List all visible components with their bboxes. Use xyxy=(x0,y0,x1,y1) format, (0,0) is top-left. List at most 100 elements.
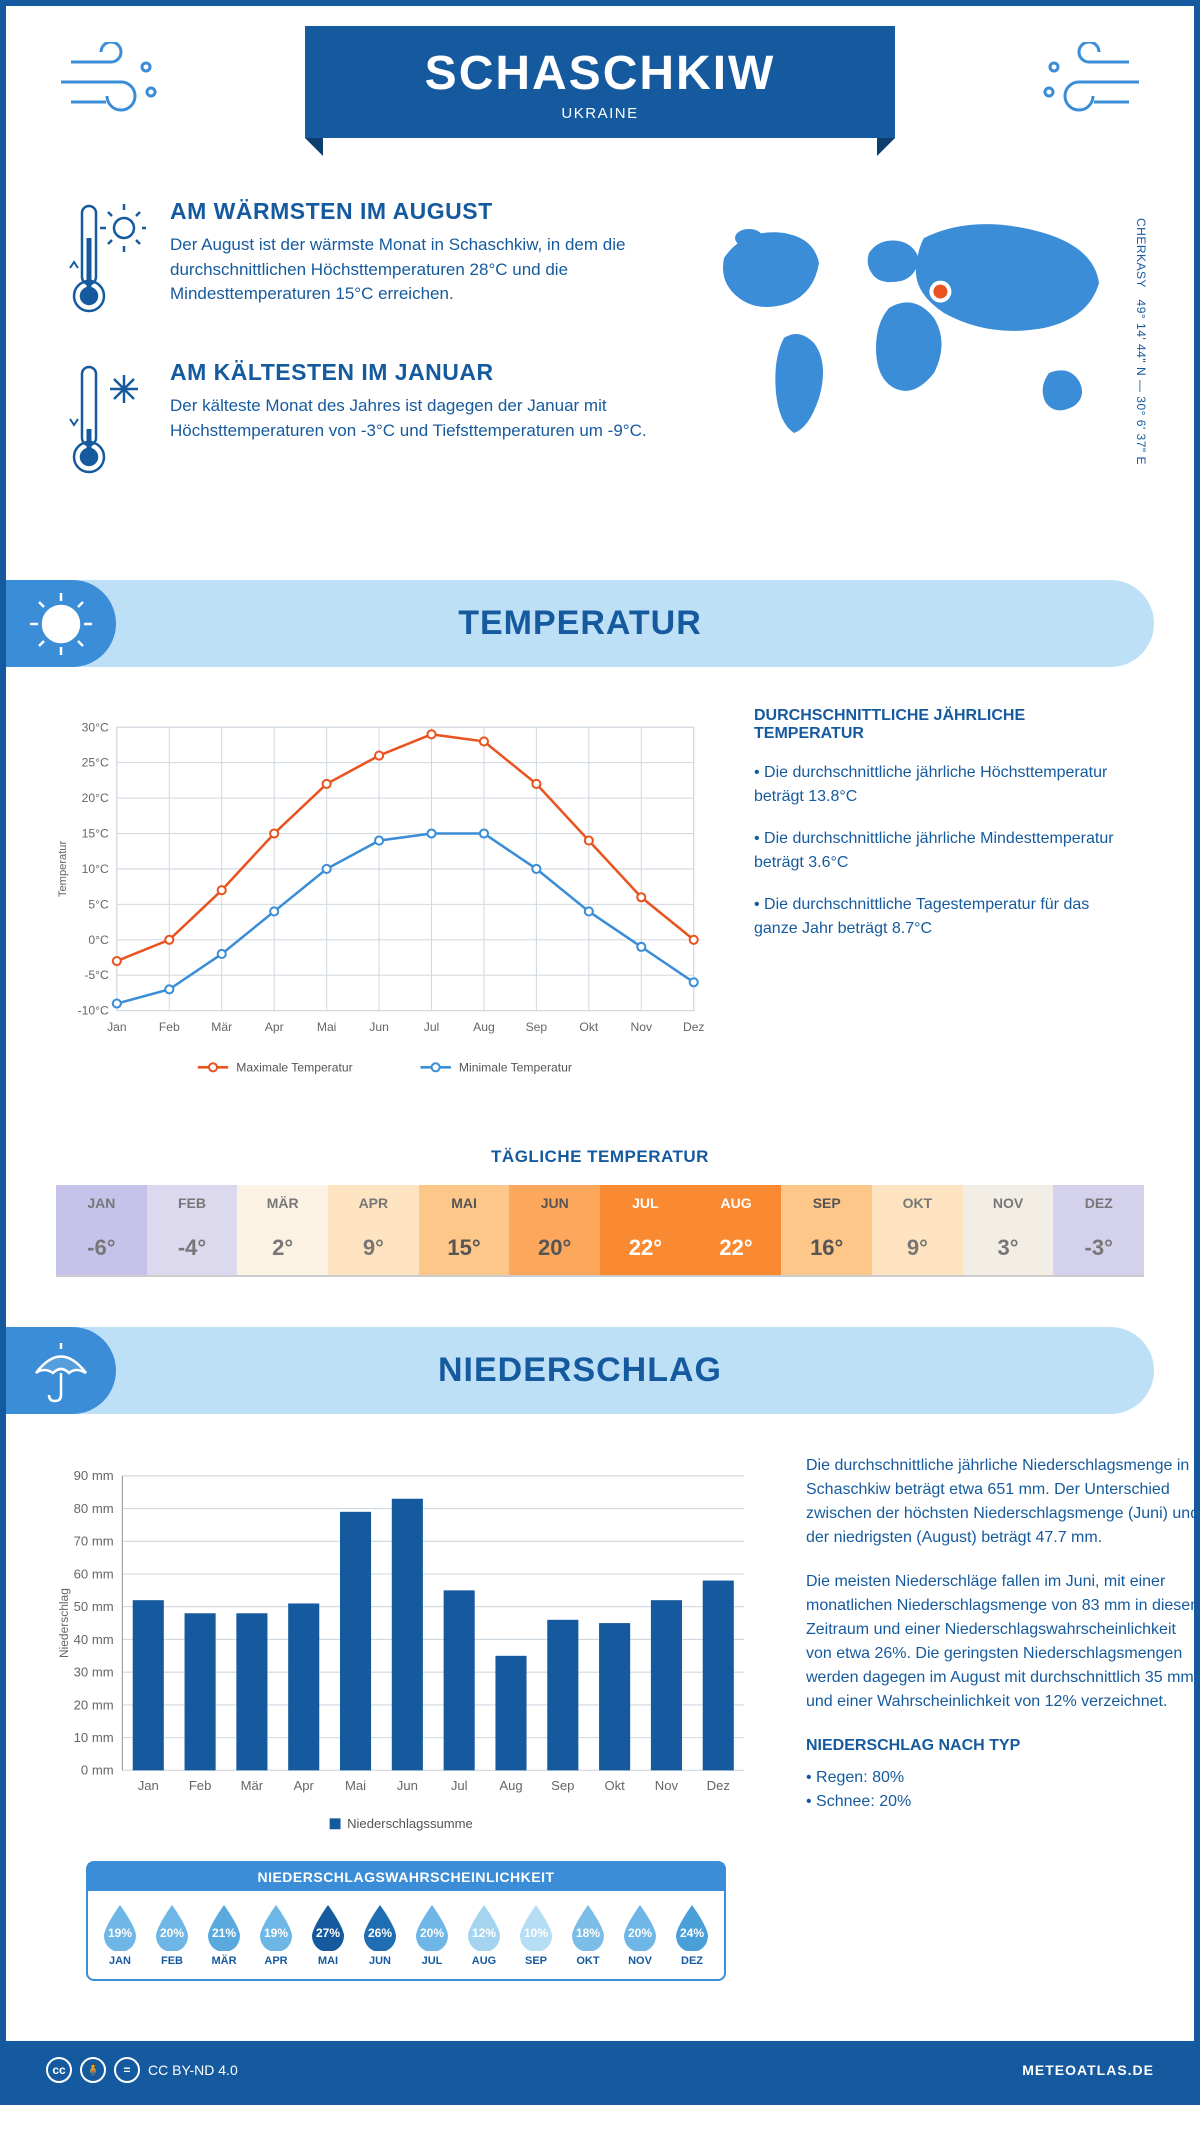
precipitation-probability-box: NIEDERSCHLAGSWAHRSCHEINLICHKEIT 19% JAN … xyxy=(86,1861,726,1981)
daily-temp-cell: APR9° xyxy=(328,1185,419,1275)
location-marker xyxy=(929,281,951,303)
temp-stats-heading: DURCHSCHNITTLICHE JÄHRLICHE TEMPERATUR xyxy=(754,707,1134,743)
svg-text:Sep: Sep xyxy=(526,1020,548,1034)
svg-text:Maximale Temperatur: Maximale Temperatur xyxy=(236,1060,352,1074)
precipitation-title: NIEDERSCHLAG xyxy=(46,1351,1114,1390)
svg-text:Jan: Jan xyxy=(138,1778,159,1793)
svg-text:-5°C: -5°C xyxy=(84,968,109,982)
warmest-summary: AM WÄRMSTEN IM AUGUST Der August ist der… xyxy=(66,198,654,323)
svg-text:Feb: Feb xyxy=(189,1778,212,1793)
daily-temp-cell: JUL22° xyxy=(600,1185,691,1275)
country-name: UKRAINE xyxy=(425,105,776,122)
svg-text:0 mm: 0 mm xyxy=(81,1762,114,1777)
svg-text:Mär: Mär xyxy=(241,1778,264,1793)
svg-text:Okt: Okt xyxy=(579,1020,598,1034)
thermometer-snow-icon xyxy=(66,359,146,484)
wind-icon-right xyxy=(1034,42,1144,127)
daily-temperature-table: JAN-6°FEB-4°MÄR2°APR9°MAI15°JUN20°JUL22°… xyxy=(56,1185,1144,1277)
precip-type-snow: • Schnee: 20% xyxy=(806,1790,1200,1814)
daily-temp-title: TÄGLICHE TEMPERATUR xyxy=(6,1147,1194,1167)
temp-stat-item: • Die durchschnittliche Tagestemperatur … xyxy=(754,893,1134,941)
probability-cell: 19% JAN xyxy=(94,1903,146,1967)
svg-text:Jul: Jul xyxy=(451,1778,468,1793)
svg-text:Temperatur: Temperatur xyxy=(57,841,69,898)
daily-temp-cell: MÄR2° xyxy=(237,1185,328,1275)
site-name: METEOATLAS.DE xyxy=(1022,2062,1154,2078)
svg-text:20°C: 20°C xyxy=(82,791,109,805)
svg-text:60 mm: 60 mm xyxy=(74,1566,114,1581)
temperature-stats: DURCHSCHNITTLICHE JÄHRLICHE TEMPERATUR •… xyxy=(754,707,1134,1097)
svg-text:Okt: Okt xyxy=(604,1778,625,1793)
probability-cell: 27% MAI xyxy=(302,1903,354,1967)
svg-text:10°C: 10°C xyxy=(82,862,109,876)
title-banner: SCHASCHKIW UKRAINE xyxy=(305,26,896,138)
by-icon: 🧍 xyxy=(80,2057,106,2083)
probability-cell: 18% OKT xyxy=(562,1903,614,1967)
svg-text:Feb: Feb xyxy=(159,1020,180,1034)
probability-cell: 12% AUG xyxy=(458,1903,510,1967)
temperature-section-header: TEMPERATUR xyxy=(6,580,1154,667)
svg-text:Jun: Jun xyxy=(397,1778,418,1793)
probability-cell: 10% SEP xyxy=(510,1903,562,1967)
svg-text:Aug: Aug xyxy=(499,1778,522,1793)
svg-text:Minimale Temperatur: Minimale Temperatur xyxy=(459,1060,572,1074)
probability-cell: 20% JUL xyxy=(406,1903,458,1967)
precipitation-bar-chart: 0 mm10 mm20 mm30 mm40 mm50 mm60 mm70 mm8… xyxy=(46,1454,766,1847)
daily-temp-cell: OKT9° xyxy=(872,1185,963,1275)
daily-temp-cell: FEB-4° xyxy=(147,1185,238,1275)
probability-cell: 24% DEZ xyxy=(666,1903,718,1967)
thermometer-sun-icon xyxy=(66,198,146,323)
umbrella-corner-icon xyxy=(6,1327,116,1414)
coldest-text: Der kälteste Monat des Jahres ist dagege… xyxy=(170,394,654,443)
svg-text:15°C: 15°C xyxy=(82,827,109,841)
svg-text:Nov: Nov xyxy=(631,1020,653,1034)
svg-text:30 mm: 30 mm xyxy=(74,1664,114,1679)
svg-text:40 mm: 40 mm xyxy=(74,1631,114,1646)
world-map xyxy=(694,198,1134,458)
temp-stat-item: • Die durchschnittliche jährliche Mindes… xyxy=(754,827,1134,875)
svg-text:Aug: Aug xyxy=(473,1020,495,1034)
precipitation-section-header: NIEDERSCHLAG xyxy=(6,1327,1154,1414)
daily-temp-cell: SEP16° xyxy=(781,1185,872,1275)
warmest-title: AM WÄRMSTEN IM AUGUST xyxy=(170,198,654,225)
svg-text:Jul: Jul xyxy=(424,1020,440,1034)
probability-cell: 19% APR xyxy=(250,1903,302,1967)
temperature-title: TEMPERATUR xyxy=(46,604,1114,643)
svg-text:Mai: Mai xyxy=(345,1778,366,1793)
license-text: CC BY-ND 4.0 xyxy=(148,2062,238,2078)
svg-text:Nov: Nov xyxy=(655,1778,679,1793)
coldest-title: AM KÄLTESTEN IM JANUAR xyxy=(170,359,654,386)
nd-icon: = xyxy=(114,2057,140,2083)
svg-text:Jun: Jun xyxy=(369,1020,389,1034)
probability-title: NIEDERSCHLAGSWAHRSCHEINLICHKEIT xyxy=(88,1863,724,1891)
precip-paragraph-2: Die meisten Niederschläge fallen im Juni… xyxy=(806,1570,1200,1714)
infographic-page: SCHASCHKIW UKRAINE xyxy=(0,0,1200,2105)
temp-stat-item: • Die durchschnittliche jährliche Höchst… xyxy=(754,761,1134,809)
probability-cell: 21% MÄR xyxy=(198,1903,250,1967)
svg-text:80 mm: 80 mm xyxy=(74,1501,114,1516)
svg-text:25°C: 25°C xyxy=(82,756,109,770)
temperature-line-chart: -10°C-5°C0°C5°C10°C15°C20°C25°C30°CJanFe… xyxy=(46,707,714,1092)
svg-text:50 mm: 50 mm xyxy=(74,1599,114,1614)
city-name: SCHASCHKIW xyxy=(425,46,776,101)
svg-text:20 mm: 20 mm xyxy=(74,1697,114,1712)
probability-cell: 20% NOV xyxy=(614,1903,666,1967)
intro-summaries: AM WÄRMSTEN IM AUGUST Der August ist der… xyxy=(66,198,654,520)
license-block: cc 🧍 = CC BY-ND 4.0 xyxy=(46,2057,238,2083)
svg-text:0°C: 0°C xyxy=(88,933,109,947)
precip-type-heading: NIEDERSCHLAG NACH TYP xyxy=(806,1734,1200,1758)
wind-icon-left xyxy=(56,42,166,127)
svg-text:Apr: Apr xyxy=(294,1778,315,1793)
probability-cell: 26% JUN xyxy=(354,1903,406,1967)
svg-text:30°C: 30°C xyxy=(82,720,109,734)
daily-temp-cell: JAN-6° xyxy=(56,1185,147,1275)
svg-text:Mär: Mär xyxy=(211,1020,232,1034)
daily-temp-cell: JUN20° xyxy=(509,1185,600,1275)
world-map-container: CHERKASY 49° 14' 44" N — 30° 6' 37" E xyxy=(694,198,1134,520)
footer: cc 🧍 = CC BY-ND 4.0 METEOATLAS.DE xyxy=(6,2041,1194,2099)
precip-type-rain: • Regen: 80% xyxy=(806,1766,1200,1790)
precipitation-text: Die durchschnittliche jährliche Niedersc… xyxy=(806,1454,1200,2012)
svg-text:Dez: Dez xyxy=(683,1020,705,1034)
svg-text:70 mm: 70 mm xyxy=(74,1533,114,1548)
sun-corner-icon xyxy=(6,580,116,667)
